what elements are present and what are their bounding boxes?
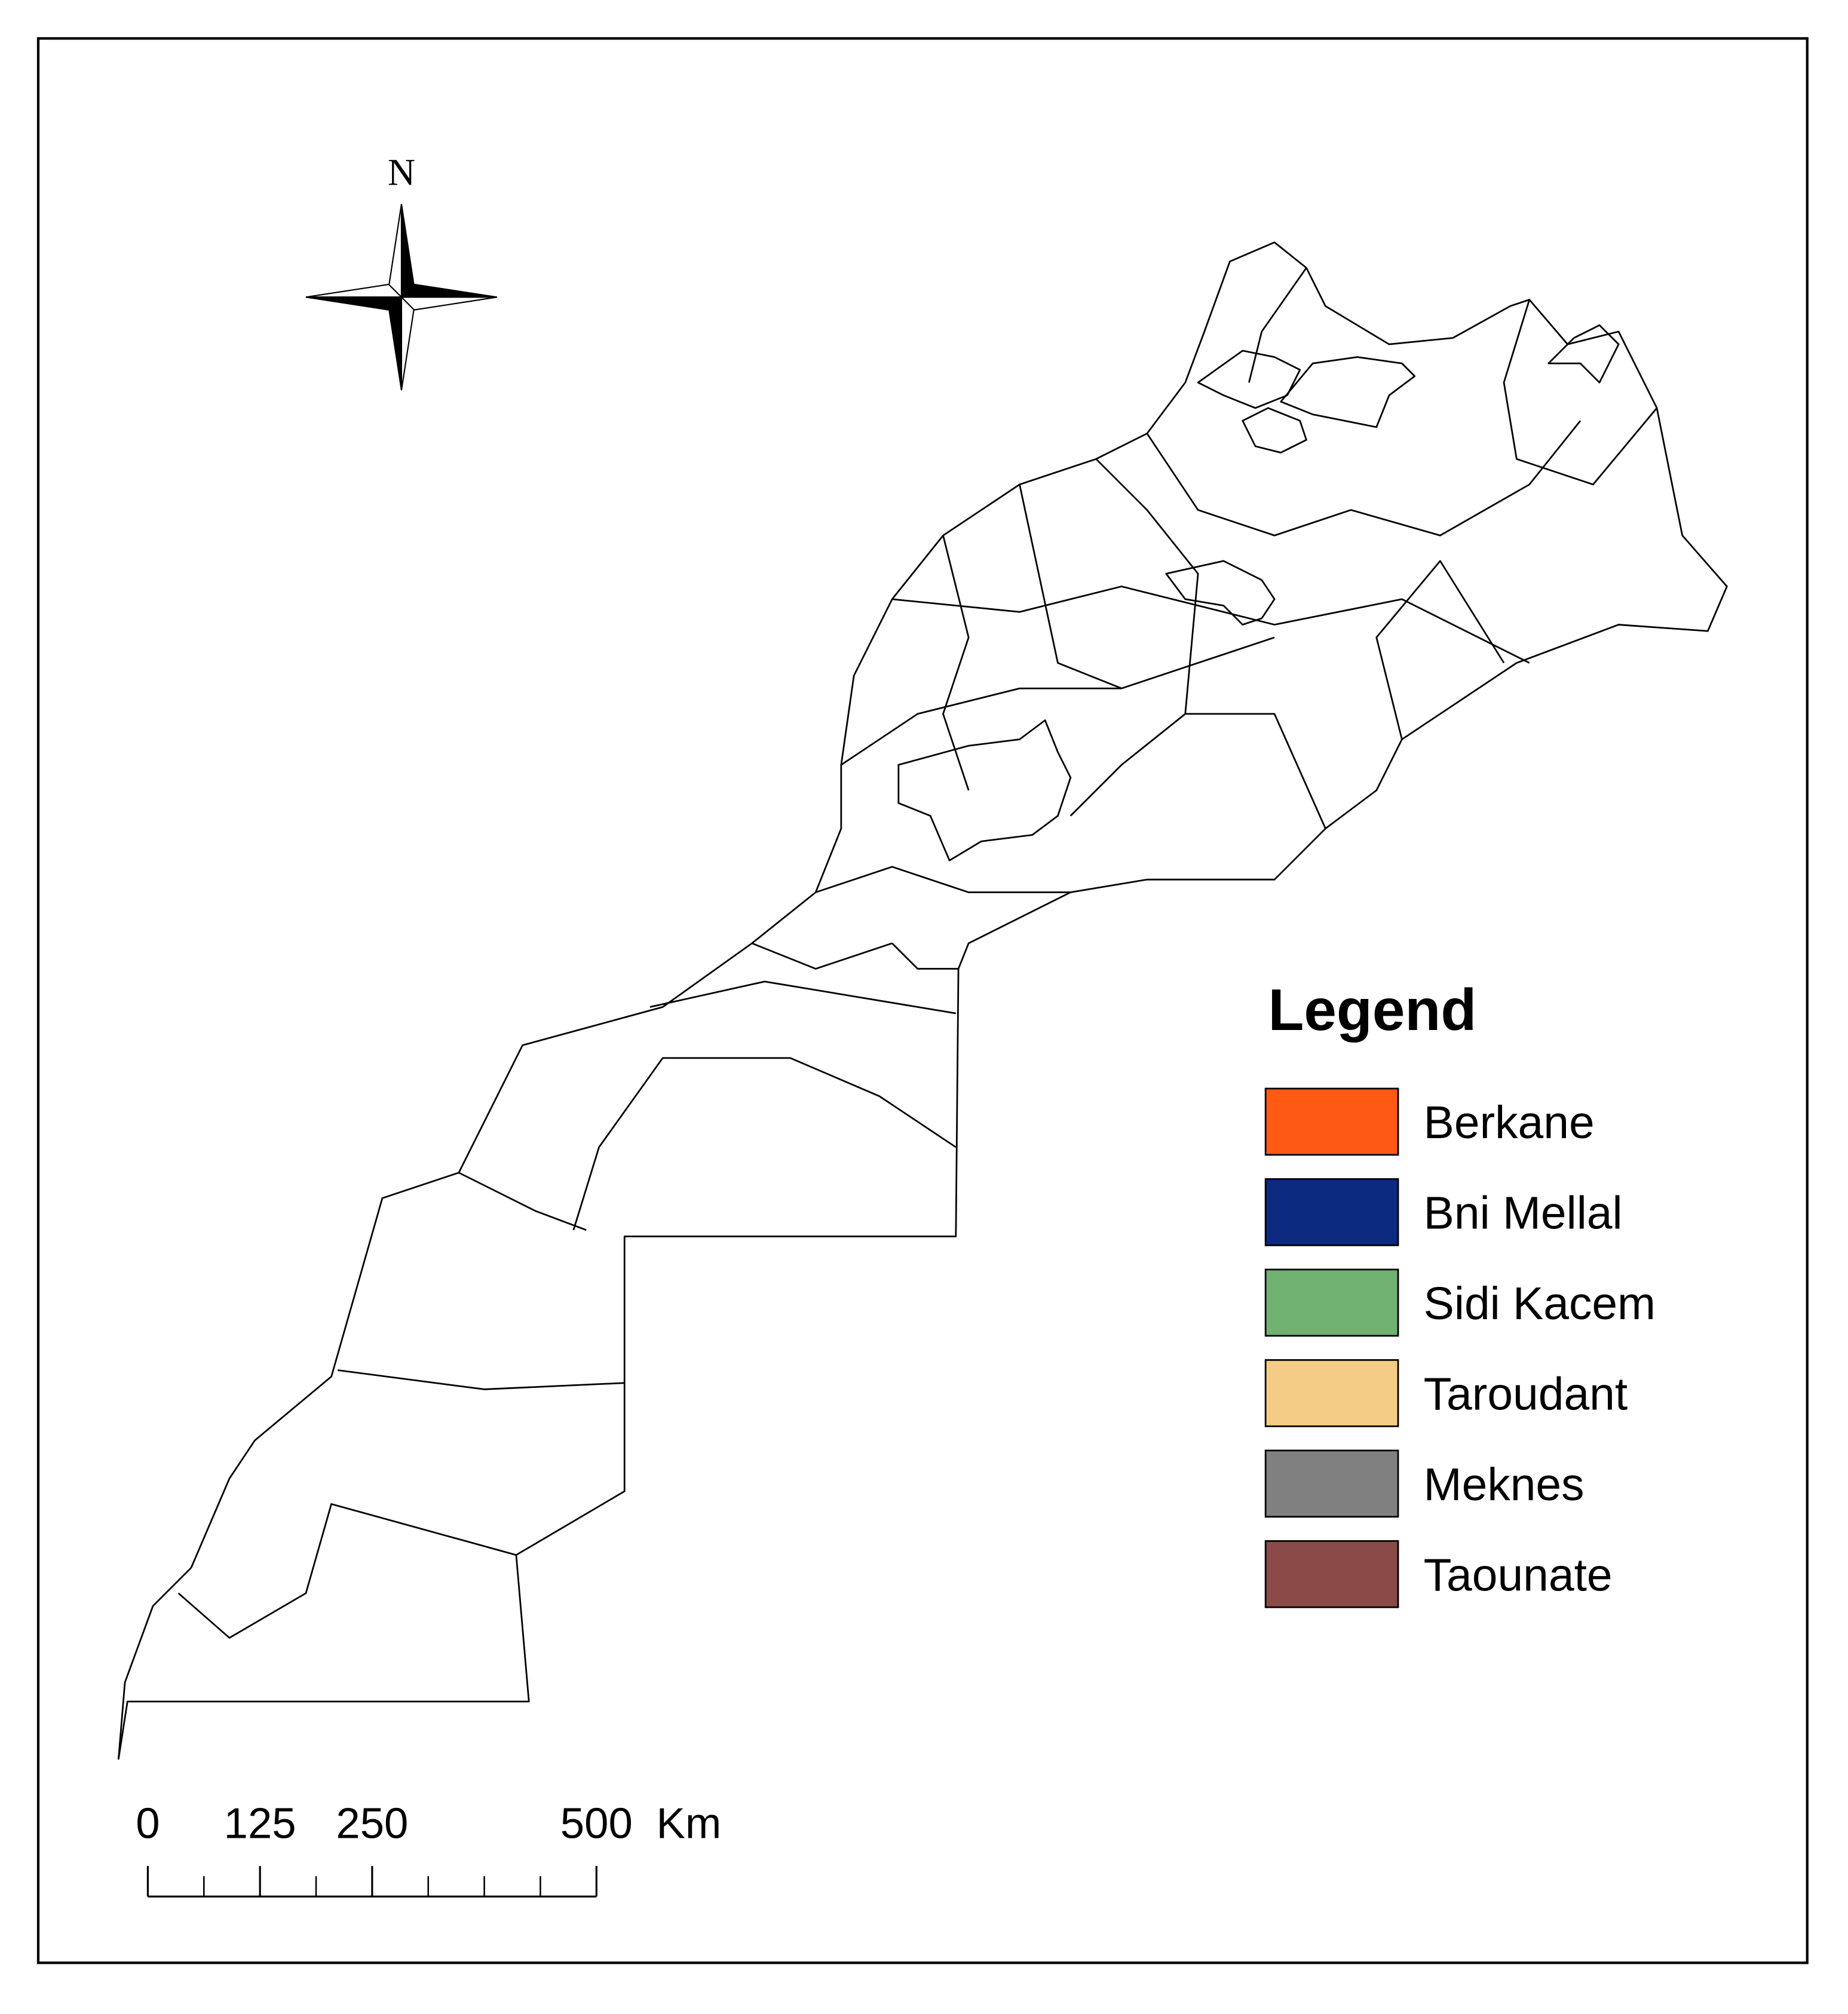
legend-label: Bni Mellal: [1424, 1188, 1623, 1239]
legend-label: Meknes: [1424, 1459, 1585, 1510]
legend-label: Taroudant: [1424, 1369, 1628, 1420]
region-berkane: [1547, 324, 1620, 384]
region-taounate: [1280, 356, 1416, 428]
frame: [36, 37, 1809, 1964]
legend-swatch: [1264, 1268, 1399, 1337]
region-meknes: [1242, 407, 1307, 453]
scale-unit: Km: [657, 1799, 722, 1847]
region-bni-mellal: [1165, 560, 1276, 626]
north-label: N: [388, 151, 415, 194]
legend-label: Taounate: [1424, 1549, 1613, 1601]
legend-swatch: [1264, 1449, 1399, 1518]
legend: Legend Berkane Bni Mellal Sidi Kacem Taroud…: [1264, 977, 1656, 1608]
legend-swatch: [1264, 1178, 1399, 1246]
province-borders: [177, 267, 1658, 1639]
scale-bar: Km 0 125 250 500: [136, 1799, 722, 1898]
scale-tick-label: 250: [336, 1799, 408, 1847]
scale-tick-label: 125: [224, 1799, 296, 1847]
legend-label: Sidi Kacem: [1424, 1278, 1656, 1329]
region-taroudant: [897, 719, 1072, 862]
scale-minor-ticks: [203, 1876, 541, 1897]
region-sidi-kacem: [1197, 350, 1301, 409]
legend-swatch: [1264, 1540, 1399, 1608]
country-outline: [117, 241, 1728, 1760]
country-map: [117, 241, 1728, 1760]
north-arrow: N: [305, 151, 498, 391]
scale-tick-label: 0: [136, 1799, 160, 1847]
legend-label: Berkane: [1424, 1097, 1595, 1148]
scale-tick-label: 500: [560, 1799, 633, 1847]
legend-swatch: [1264, 1087, 1399, 1156]
legend-title: Legend: [1268, 977, 1476, 1043]
legend-swatch: [1264, 1359, 1399, 1427]
